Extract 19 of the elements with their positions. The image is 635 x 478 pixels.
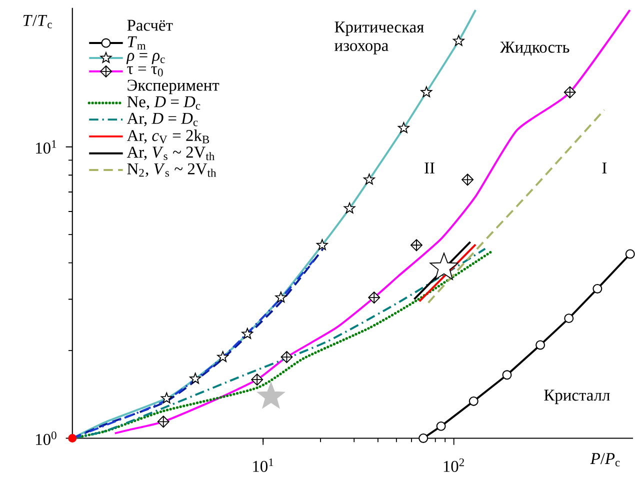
annotation: II — [424, 162, 434, 174]
legend-title: Расчёт — [127, 20, 173, 31]
annotation: Кристалл — [544, 390, 610, 404]
legend-label: N$_{2}$, V$_{s}$ ~ 2V$_{th}$ — [127, 163, 216, 178]
annotation: Жидкость — [500, 42, 570, 56]
legend-label: T$_{m}$ — [128, 36, 146, 50]
legend-label: Ar, D = D$_{c}$ — [126, 113, 198, 126]
annotation: Критическая изохора — [334, 22, 424, 55]
legend-label: τ = τ$_{0}$ — [127, 66, 163, 77]
y-axis-title: T/T$_{c}$ — [23, 15, 52, 28]
legend-label: ρ = ρ$_{c}$ — [126, 53, 165, 64]
y-tick-label: 10$^{0}$ — [36, 432, 56, 446]
x-tick-label: 10$^{2}$ — [444, 458, 464, 472]
x-axis-title: P/P$_{c}$ — [590, 453, 620, 467]
legend-label: Ne, D = D$_{c}$ — [127, 96, 200, 110]
annotation: Эксперимент — [128, 80, 220, 94]
legend-label: Ar, c$_{V}$ = 2k$_{B}$ — [126, 130, 210, 144]
annotation: I — [602, 162, 607, 174]
legend-label: Ar, V$_{s}$ ~ 2V$_{th}$ — [126, 146, 215, 160]
